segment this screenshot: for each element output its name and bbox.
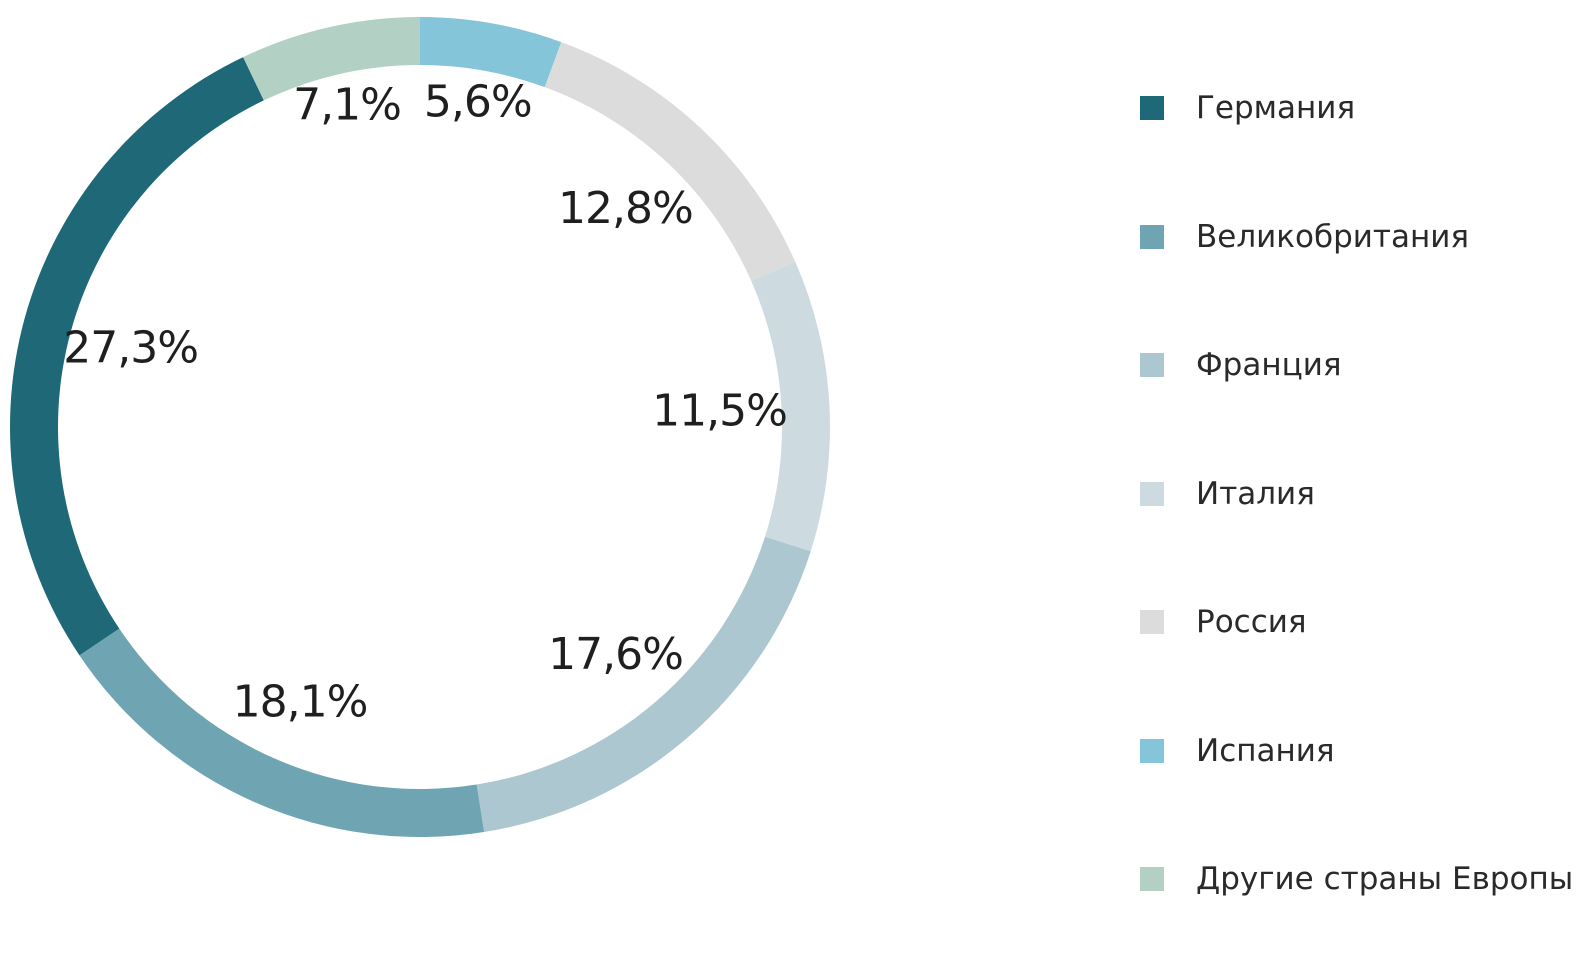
legend-item-1: Германия (1140, 80, 1580, 209)
legend-label: Германия (1196, 90, 1356, 126)
slice-6 (420, 17, 562, 88)
donut-labels: 5,6% 12,8% 11,5% 17,6% 18,1% 27,3% 7,1% (63, 77, 788, 728)
legend-swatch (1140, 867, 1164, 891)
slice-1 (10, 57, 264, 656)
legend-swatch (1140, 610, 1164, 634)
slice-5 (544, 42, 796, 282)
slice-label-3: 17,6% (548, 629, 683, 680)
donut-chart-svg: 5,6% 12,8% 11,5% 17,6% 18,1% 27,3% 7,1% (10, 17, 831, 837)
slice-7 (243, 17, 420, 101)
legend-swatch (1140, 353, 1164, 377)
legend-label: Франция (1196, 347, 1342, 383)
slice-label-2: 18,1% (233, 676, 368, 727)
legend-swatch (1140, 96, 1164, 120)
legend-label: Другие страны Европы (1196, 861, 1574, 897)
legend-item-5: Россия (1140, 594, 1580, 723)
slice-label-1: 27,3% (63, 322, 198, 373)
legend-swatch (1140, 224, 1164, 249)
slice-3 (476, 536, 811, 832)
legend-item-3: Франция (1140, 337, 1580, 466)
legend-label: Италия (1196, 475, 1315, 512)
donut-chart: 5,6% 12,8% 11,5% 17,6% 18,1% 27,3% 7,1% (10, 17, 831, 837)
legend-label: Испания (1196, 732, 1335, 769)
legend-label: Великобритания (1196, 218, 1470, 255)
donut-slices (10, 17, 831, 837)
legend-label: Россия (1196, 604, 1307, 640)
legend-item-7: Другие страны Европы (1140, 851, 1580, 980)
legend-item-4: Италия (1140, 466, 1580, 595)
legend-item-6: Испания (1140, 723, 1580, 852)
slice-label-5: 12,8% (558, 183, 693, 234)
slice-2 (79, 628, 485, 837)
legend-item-2: Великобритания (1140, 209, 1580, 338)
legend: Германия Великобритания Франция Италия Росси… (1140, 80, 1580, 980)
slice-label-4: 11,5% (652, 385, 787, 436)
slice-label-6: 5,6% (424, 77, 532, 128)
slice-4 (751, 261, 831, 552)
legend-swatch (1140, 481, 1164, 506)
slice-label-7: 7,1% (293, 80, 401, 131)
legend-swatch (1140, 738, 1164, 763)
